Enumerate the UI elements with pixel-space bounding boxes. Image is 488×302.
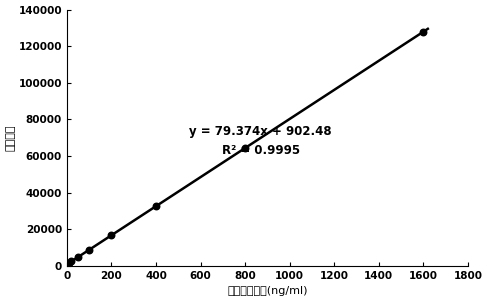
Y-axis label: 峰面积比: 峰面积比 — [5, 124, 16, 151]
Point — [85, 247, 93, 252]
Point — [67, 259, 75, 264]
X-axis label: 伊马替尼浓度(ng/ml): 伊马替尼浓度(ng/ml) — [227, 286, 307, 297]
Point — [63, 262, 71, 267]
Point — [420, 29, 427, 34]
Point — [65, 261, 73, 265]
Point — [241, 146, 249, 150]
Point — [107, 233, 115, 238]
Text: y = 79.374x + 902.48
R² = 0.9995: y = 79.374x + 902.48 R² = 0.9995 — [189, 125, 332, 157]
Point — [152, 204, 160, 209]
Point — [74, 255, 82, 259]
